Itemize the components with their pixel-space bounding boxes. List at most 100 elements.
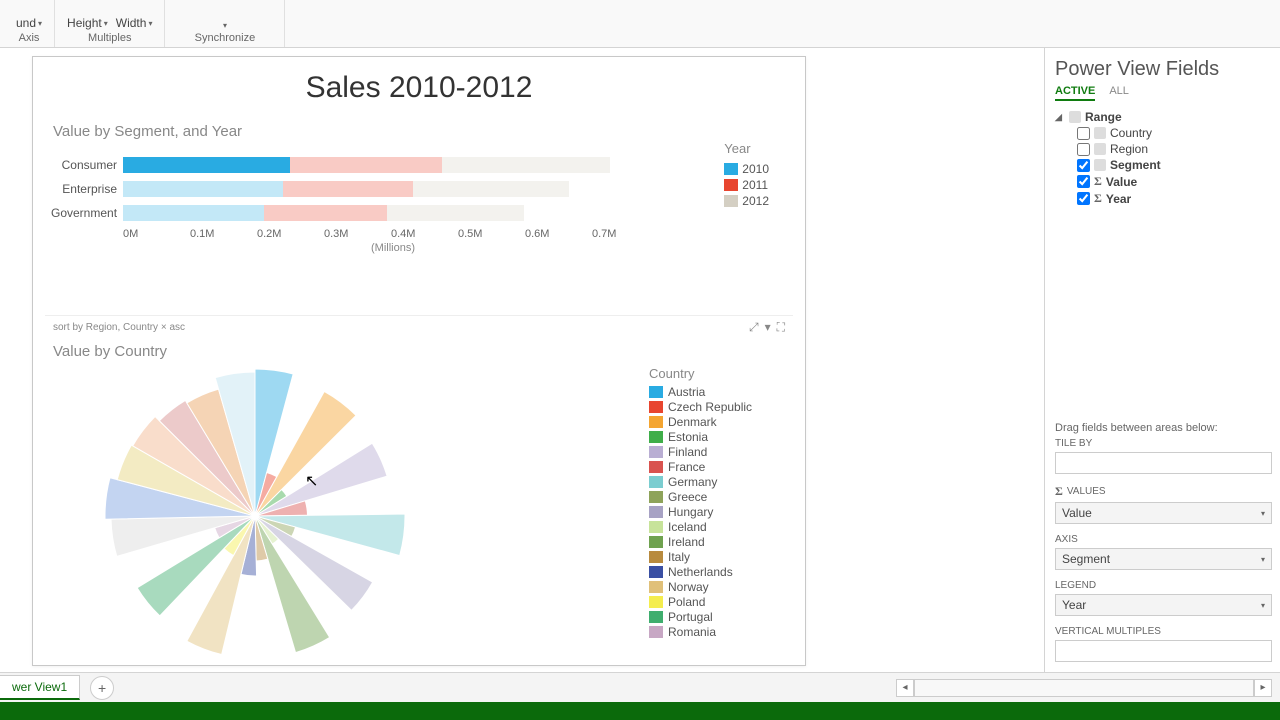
legend-item[interactable]: France <box>649 460 779 474</box>
legend-item[interactable]: Finland <box>649 445 779 459</box>
field-item[interactable]: Region <box>1055 141 1272 157</box>
legend-item[interactable]: Poland <box>649 595 779 609</box>
ribbon-item[interactable]: ▾ <box>223 21 227 30</box>
bar-segment[interactable] <box>264 205 387 221</box>
scroll-right-button[interactable]: ▸ <box>1254 679 1272 697</box>
legend-item[interactable]: Romania <box>649 625 779 639</box>
report-title[interactable]: Sales 2010-2012 <box>33 71 805 105</box>
legend-item[interactable]: Ireland <box>649 535 779 549</box>
bar-label: Consumer <box>51 158 123 172</box>
swatch-icon <box>649 461 663 473</box>
ribbon-group-axis: und▾ Axis <box>4 0 55 47</box>
legend-item[interactable]: Czech Republic <box>649 400 779 414</box>
legend-item[interactable]: Austria <box>649 385 779 399</box>
swatch-icon <box>649 491 663 503</box>
field-item[interactable]: Country <box>1055 125 1272 141</box>
table-icon <box>1069 111 1081 123</box>
legend-item[interactable]: Portugal <box>649 610 779 624</box>
legend-item[interactable]: 2010 <box>724 162 769 176</box>
field-item[interactable]: ΣYear <box>1055 190 1272 207</box>
fields-pane: Power View Fields ACTIVE ALL ◢ Range Cou… <box>1044 48 1280 672</box>
scroll-left-button[interactable]: ◂ <box>896 679 914 697</box>
field-item[interactable]: ΣValue <box>1055 173 1272 190</box>
legend-item[interactable]: 2011 <box>724 178 769 192</box>
legend-item[interactable]: Greece <box>649 490 779 504</box>
chevron-down-icon[interactable]: ▾ <box>1261 555 1265 564</box>
tree-table[interactable]: ◢ Range <box>1055 109 1272 125</box>
legend-item[interactable]: Italy <box>649 550 779 564</box>
pie-graphic[interactable] <box>105 366 405 666</box>
bar-row[interactable]: Government <box>51 202 787 224</box>
sheet-tab[interactable]: wer View1 <box>0 675 80 700</box>
pill-label: Segment <box>1062 552 1110 566</box>
legend-item[interactable]: Estonia <box>649 430 779 444</box>
bar-segment[interactable] <box>442 157 609 173</box>
field-checkbox[interactable] <box>1077 159 1090 172</box>
legend-label: Poland <box>668 595 705 609</box>
bar-row[interactable]: Enterprise <box>51 178 787 200</box>
area-well-axis[interactable]: Segment ▾ <box>1055 548 1272 570</box>
field-checkbox[interactable] <box>1077 143 1090 156</box>
areas-hint: Drag fields between areas below: <box>1055 422 1272 434</box>
popout-icon[interactable]: ⤢ <box>749 320 759 335</box>
scroll-track[interactable] <box>914 679 1254 697</box>
bar-segment[interactable] <box>123 181 283 197</box>
bar-segment[interactable] <box>290 157 442 173</box>
bar-segment[interactable] <box>413 181 569 197</box>
ribbon-item[interactable]: und▾ <box>16 16 42 30</box>
pie-chart[interactable]: sort by Region, Country × asc ⤢ ▾ ⛶ Valu… <box>45 315 793 653</box>
ribbon-height[interactable]: Height▾ <box>67 16 108 30</box>
ribbon-width[interactable]: Width▾ <box>116 16 153 30</box>
bar-track <box>123 157 643 173</box>
legend-item[interactable]: 2012 <box>724 194 769 208</box>
field-checkbox[interactable] <box>1077 127 1090 140</box>
legend-label: Finland <box>668 445 707 459</box>
legend-item[interactable]: Hungary <box>649 505 779 519</box>
area-well-tileby[interactable] <box>1055 452 1272 474</box>
bar-row[interactable]: Consumer <box>51 154 787 176</box>
chevron-down-icon[interactable]: ▾ <box>1261 509 1265 518</box>
area-pill[interactable]: Segment ▾ <box>1056 549 1271 569</box>
legend-item[interactable]: Denmark <box>649 415 779 429</box>
legend-item[interactable]: Norway <box>649 580 779 594</box>
legend-label: Austria <box>668 385 705 399</box>
legend-label: 2010 <box>742 162 769 176</box>
legend-item[interactable]: Netherlands <box>649 565 779 579</box>
ribbon-group-multiples: Height▾ Width▾ Multiples <box>55 0 165 47</box>
swatch-icon <box>649 611 663 623</box>
legend-label: Ireland <box>668 535 705 549</box>
sort-by-text[interactable]: sort by Region, Country × asc <box>53 322 787 333</box>
tab-active[interactable]: ACTIVE <box>1055 85 1095 101</box>
chevron-down-icon[interactable]: ▾ <box>1261 601 1265 610</box>
swatch-icon <box>649 416 663 428</box>
field-icon <box>1094 143 1106 155</box>
bar-segment[interactable] <box>283 181 413 197</box>
x-tick: 0.5M <box>458 228 525 240</box>
swatch-icon <box>724 195 738 207</box>
field-checkbox[interactable] <box>1077 175 1090 188</box>
field-icon <box>1094 159 1106 171</box>
legend-item[interactable]: Germany <box>649 475 779 489</box>
bar-segment[interactable] <box>123 157 290 173</box>
bar-segment[interactable] <box>123 205 264 221</box>
x-tick: 0.3M <box>324 228 391 240</box>
field-checkbox[interactable] <box>1077 192 1090 205</box>
field-icon <box>1094 127 1106 139</box>
legend-item[interactable]: Iceland <box>649 520 779 534</box>
add-sheet-button[interactable]: + <box>90 676 114 700</box>
field-item[interactable]: Segment <box>1055 157 1272 173</box>
swatch-icon <box>724 163 738 175</box>
swatch-icon <box>649 596 663 608</box>
filter-icon[interactable]: ▾ <box>765 320 771 335</box>
tab-all[interactable]: ALL <box>1109 85 1129 101</box>
report-canvas[interactable]: Sales 2010-2012 Value by Segment, and Ye… <box>32 56 806 666</box>
area-pill[interactable]: Year▾ <box>1056 595 1271 615</box>
expand-icon[interactable]: ⛶ <box>777 320 785 335</box>
area-well-vmult[interactable] <box>1055 640 1272 662</box>
area-pill[interactable]: Value▾ <box>1056 503 1271 523</box>
bar-chart[interactable]: Value by Segment, and Year ConsumerEnter… <box>45 117 793 317</box>
area-legend: LEGEND Year▾ <box>1055 580 1272 616</box>
bar-segment[interactable] <box>387 205 524 221</box>
area-well-legend[interactable]: Year▾ <box>1055 594 1272 616</box>
area-well-values[interactable]: Value▾ <box>1055 502 1272 524</box>
